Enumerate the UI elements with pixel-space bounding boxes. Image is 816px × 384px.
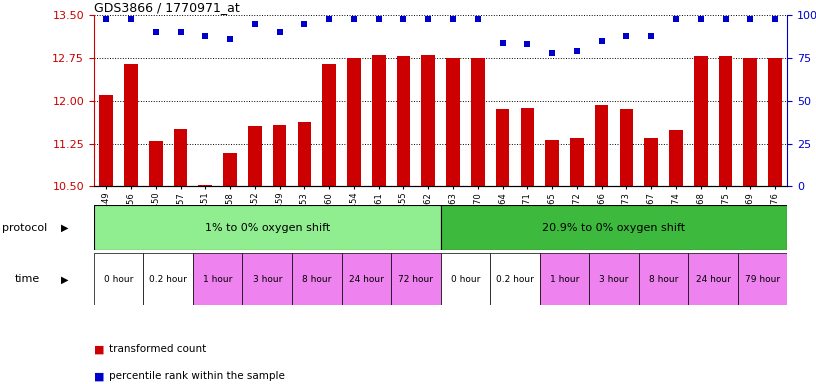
- Text: GDS3866 / 1770971_at: GDS3866 / 1770971_at: [94, 1, 240, 14]
- Point: [397, 16, 410, 22]
- Bar: [94, 205, 441, 250]
- Text: ▶: ▶: [61, 274, 69, 285]
- Bar: [719, 56, 732, 186]
- Bar: [768, 58, 782, 186]
- Bar: [689, 253, 738, 305]
- Point: [149, 30, 162, 36]
- Point: [719, 16, 732, 22]
- Text: 72 hour: 72 hour: [398, 275, 433, 284]
- Bar: [149, 141, 162, 186]
- Text: 3 hour: 3 hour: [253, 275, 282, 284]
- Bar: [144, 253, 193, 305]
- Bar: [342, 253, 391, 305]
- Point: [248, 21, 261, 27]
- Text: 24 hour: 24 hour: [349, 275, 384, 284]
- Point: [348, 16, 361, 22]
- Point: [446, 16, 459, 22]
- Bar: [743, 58, 757, 186]
- Bar: [521, 108, 534, 186]
- Bar: [421, 55, 435, 186]
- Bar: [100, 95, 113, 186]
- Text: 1% to 0% oxygen shift: 1% to 0% oxygen shift: [205, 222, 330, 233]
- Bar: [193, 253, 242, 305]
- Text: time: time: [15, 274, 40, 285]
- Point: [669, 16, 682, 22]
- Bar: [545, 139, 559, 186]
- Bar: [347, 58, 361, 186]
- Text: ▶: ▶: [61, 222, 69, 233]
- Point: [298, 21, 311, 27]
- Bar: [645, 138, 658, 186]
- Text: ■: ■: [94, 371, 104, 381]
- Text: 8 hour: 8 hour: [649, 275, 678, 284]
- Bar: [738, 253, 787, 305]
- Bar: [446, 58, 460, 186]
- Bar: [496, 109, 509, 186]
- Point: [224, 36, 237, 42]
- Bar: [490, 253, 539, 305]
- Bar: [589, 253, 639, 305]
- Text: 0 hour: 0 hour: [450, 275, 480, 284]
- Bar: [124, 64, 138, 186]
- Text: 0.2 hour: 0.2 hour: [496, 275, 534, 284]
- Text: 1 hour: 1 hour: [203, 275, 233, 284]
- Text: 0 hour: 0 hour: [104, 275, 133, 284]
- Text: ■: ■: [94, 344, 104, 354]
- Text: 3 hour: 3 hour: [600, 275, 628, 284]
- Bar: [292, 253, 342, 305]
- Point: [595, 38, 608, 44]
- Bar: [639, 253, 689, 305]
- Bar: [694, 56, 707, 186]
- Point: [422, 16, 435, 22]
- Bar: [619, 109, 633, 186]
- Point: [174, 30, 187, 36]
- Bar: [224, 153, 237, 186]
- Point: [546, 50, 559, 56]
- Bar: [570, 138, 583, 186]
- Point: [645, 33, 658, 39]
- Text: transformed count: transformed count: [109, 344, 206, 354]
- Point: [372, 16, 385, 22]
- Bar: [595, 105, 609, 186]
- Point: [496, 40, 509, 46]
- Point: [273, 30, 286, 36]
- Point: [570, 48, 583, 54]
- Text: percentile rank within the sample: percentile rank within the sample: [109, 371, 285, 381]
- Point: [743, 16, 756, 22]
- Text: 79 hour: 79 hour: [745, 275, 780, 284]
- Point: [199, 33, 212, 39]
- Bar: [322, 64, 336, 186]
- Bar: [242, 253, 292, 305]
- Bar: [273, 125, 286, 186]
- Bar: [198, 185, 212, 186]
- Point: [769, 16, 782, 22]
- Text: 24 hour: 24 hour: [696, 275, 730, 284]
- Point: [125, 16, 138, 22]
- Point: [322, 16, 335, 22]
- Bar: [669, 131, 683, 186]
- Point: [521, 41, 534, 48]
- Bar: [372, 55, 385, 186]
- Text: protocol: protocol: [2, 222, 47, 233]
- Point: [694, 16, 707, 22]
- Bar: [441, 253, 490, 305]
- Bar: [174, 129, 188, 186]
- Text: 1 hour: 1 hour: [550, 275, 579, 284]
- Text: 20.9% to 0% oxygen shift: 20.9% to 0% oxygen shift: [543, 222, 685, 233]
- Point: [620, 33, 633, 39]
- Bar: [441, 205, 787, 250]
- Bar: [471, 58, 485, 186]
- Text: 0.2 hour: 0.2 hour: [149, 275, 187, 284]
- Bar: [391, 253, 441, 305]
- Bar: [397, 56, 410, 186]
- Bar: [298, 122, 311, 186]
- Text: 8 hour: 8 hour: [302, 275, 331, 284]
- Bar: [248, 126, 262, 186]
- Bar: [539, 253, 589, 305]
- Point: [100, 16, 113, 22]
- Point: [472, 16, 485, 22]
- Bar: [94, 253, 144, 305]
